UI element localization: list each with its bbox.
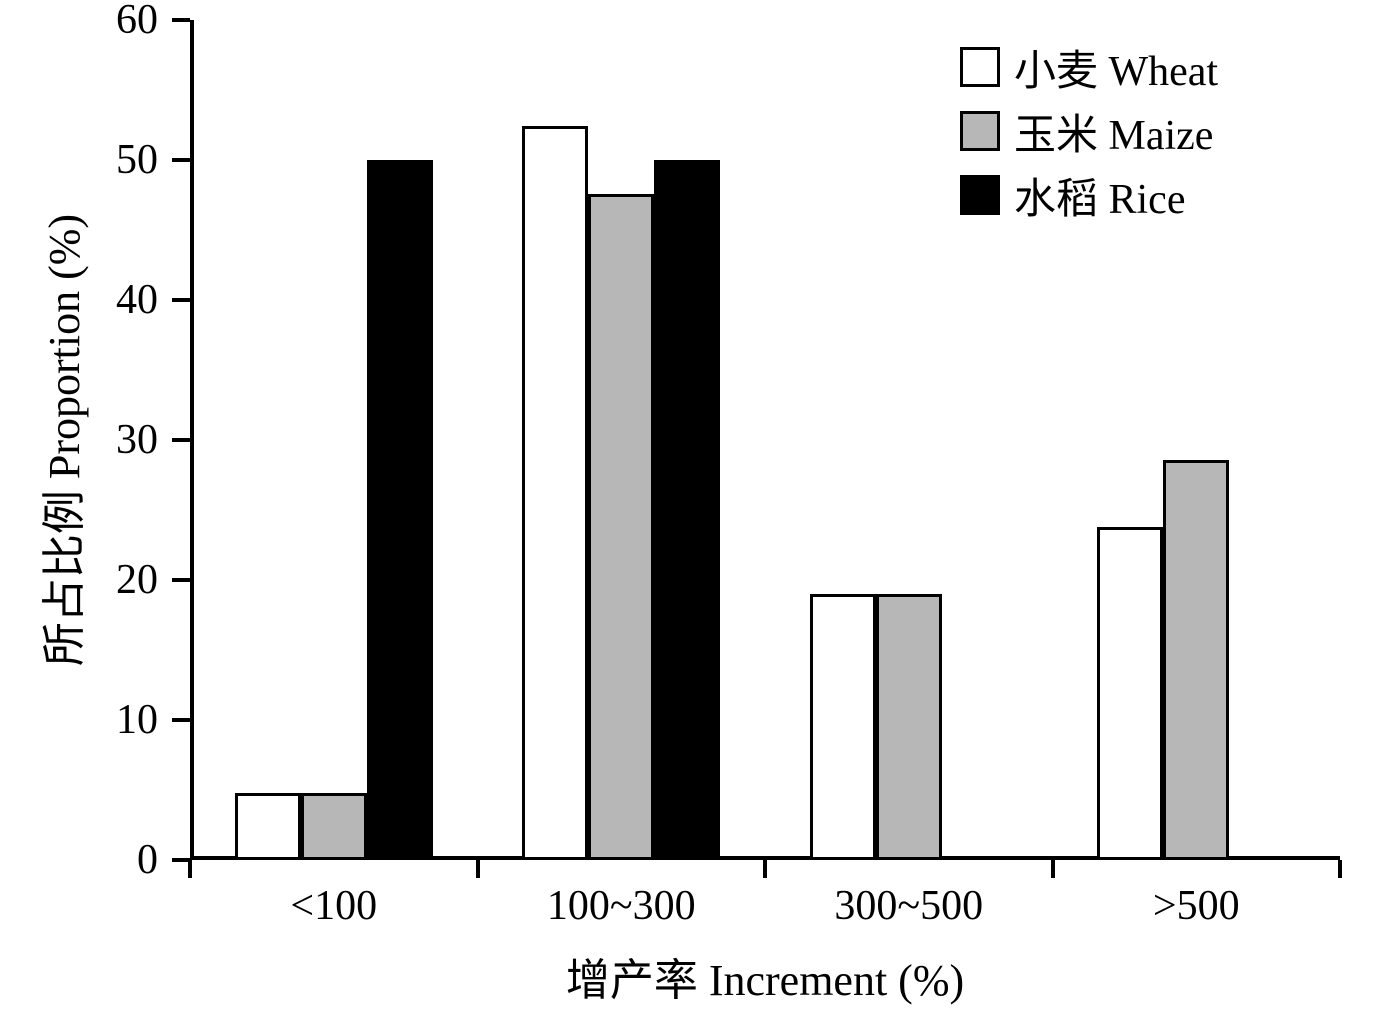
bar	[810, 594, 876, 860]
y-tick	[172, 718, 190, 722]
legend-item: 玉米 Maize	[960, 102, 1218, 160]
legend-label: 玉米 Maize	[1014, 101, 1213, 162]
y-tick-label: 0	[0, 836, 158, 884]
y-tick	[172, 438, 190, 442]
y-tick	[172, 158, 190, 162]
y-tick-label: 10	[0, 696, 158, 744]
x-tick-label: 300~500	[834, 882, 983, 930]
y-tick-label: 50	[0, 136, 158, 184]
y-tick	[172, 18, 190, 22]
y-tick	[172, 298, 190, 302]
x-tick	[763, 860, 767, 878]
legend-label: 小麦 Wheat	[1014, 37, 1218, 98]
bar	[654, 160, 720, 860]
y-tick-label: 30	[0, 416, 158, 464]
bar	[588, 194, 654, 860]
x-tick	[476, 860, 480, 878]
x-tick-label: 100~300	[547, 882, 696, 930]
bar-chart: 所占比例 Proportion (%) 增产率 Increment (%) 小麦…	[0, 0, 1378, 1024]
x-tick-label: >500	[1153, 882, 1240, 930]
bar	[301, 793, 367, 860]
x-tick	[1338, 860, 1342, 878]
legend-swatch	[960, 47, 1000, 87]
bar	[367, 160, 433, 860]
x-tick	[1051, 860, 1055, 878]
x-tick	[188, 860, 192, 878]
legend-label: 水稻 Rice	[1014, 165, 1185, 226]
y-tick-label: 20	[0, 556, 158, 604]
legend-item: 小麦 Wheat	[960, 38, 1218, 96]
bar	[1097, 527, 1163, 860]
legend-swatch	[960, 111, 1000, 151]
bar	[876, 594, 942, 860]
legend-swatch	[960, 175, 1000, 215]
legend-item: 水稻 Rice	[960, 166, 1218, 224]
bar	[235, 793, 301, 860]
bar	[522, 126, 588, 860]
x-tick-label: <100	[290, 882, 377, 930]
x-axis-title: 增产率 Increment (%)	[566, 944, 964, 1008]
y-tick	[172, 578, 190, 582]
bar	[1163, 460, 1229, 860]
y-tick-label: 40	[0, 276, 158, 324]
y-tick-label: 60	[0, 0, 158, 44]
legend: 小麦 Wheat玉米 Maize水稻 Rice	[960, 38, 1218, 230]
